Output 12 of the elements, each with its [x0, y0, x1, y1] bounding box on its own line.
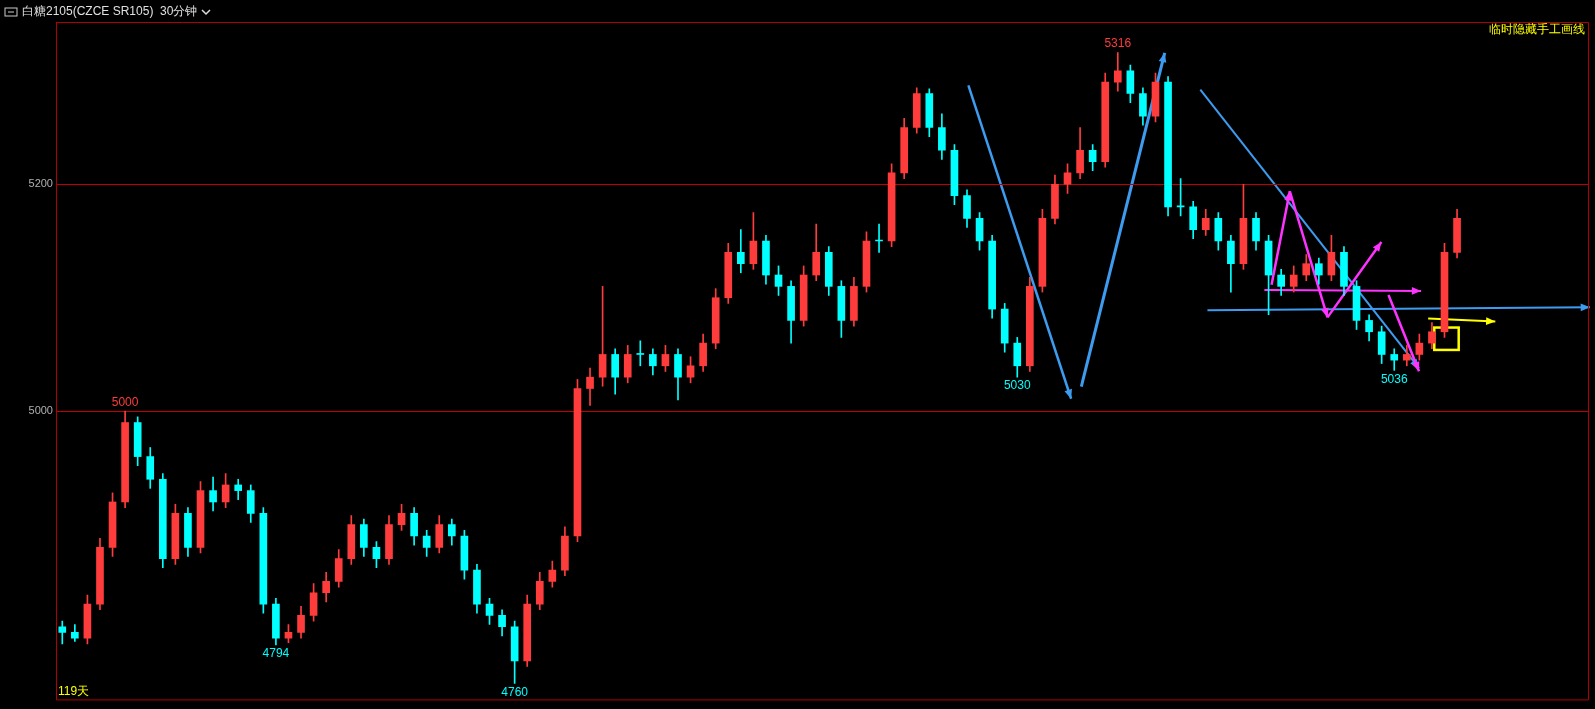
annotation: 119天 [58, 683, 90, 698]
chart-title: 白糖2105(CZCE SR105) 30分钟 [22, 3, 198, 20]
annotation: 临时隐藏手工画线 [1489, 22, 1585, 37]
annotation: 4760 [501, 684, 529, 699]
annotation: 5030 [1003, 378, 1031, 393]
candlestick [1390, 348, 1399, 371]
annotation: 5036 [1380, 371, 1408, 386]
annotation: 5316 [1104, 35, 1132, 50]
candlestick [636, 340, 645, 367]
annotation: 5000 [111, 394, 139, 409]
y-tick-label: 5200 [28, 177, 53, 190]
annotation: 4794 [262, 646, 290, 661]
